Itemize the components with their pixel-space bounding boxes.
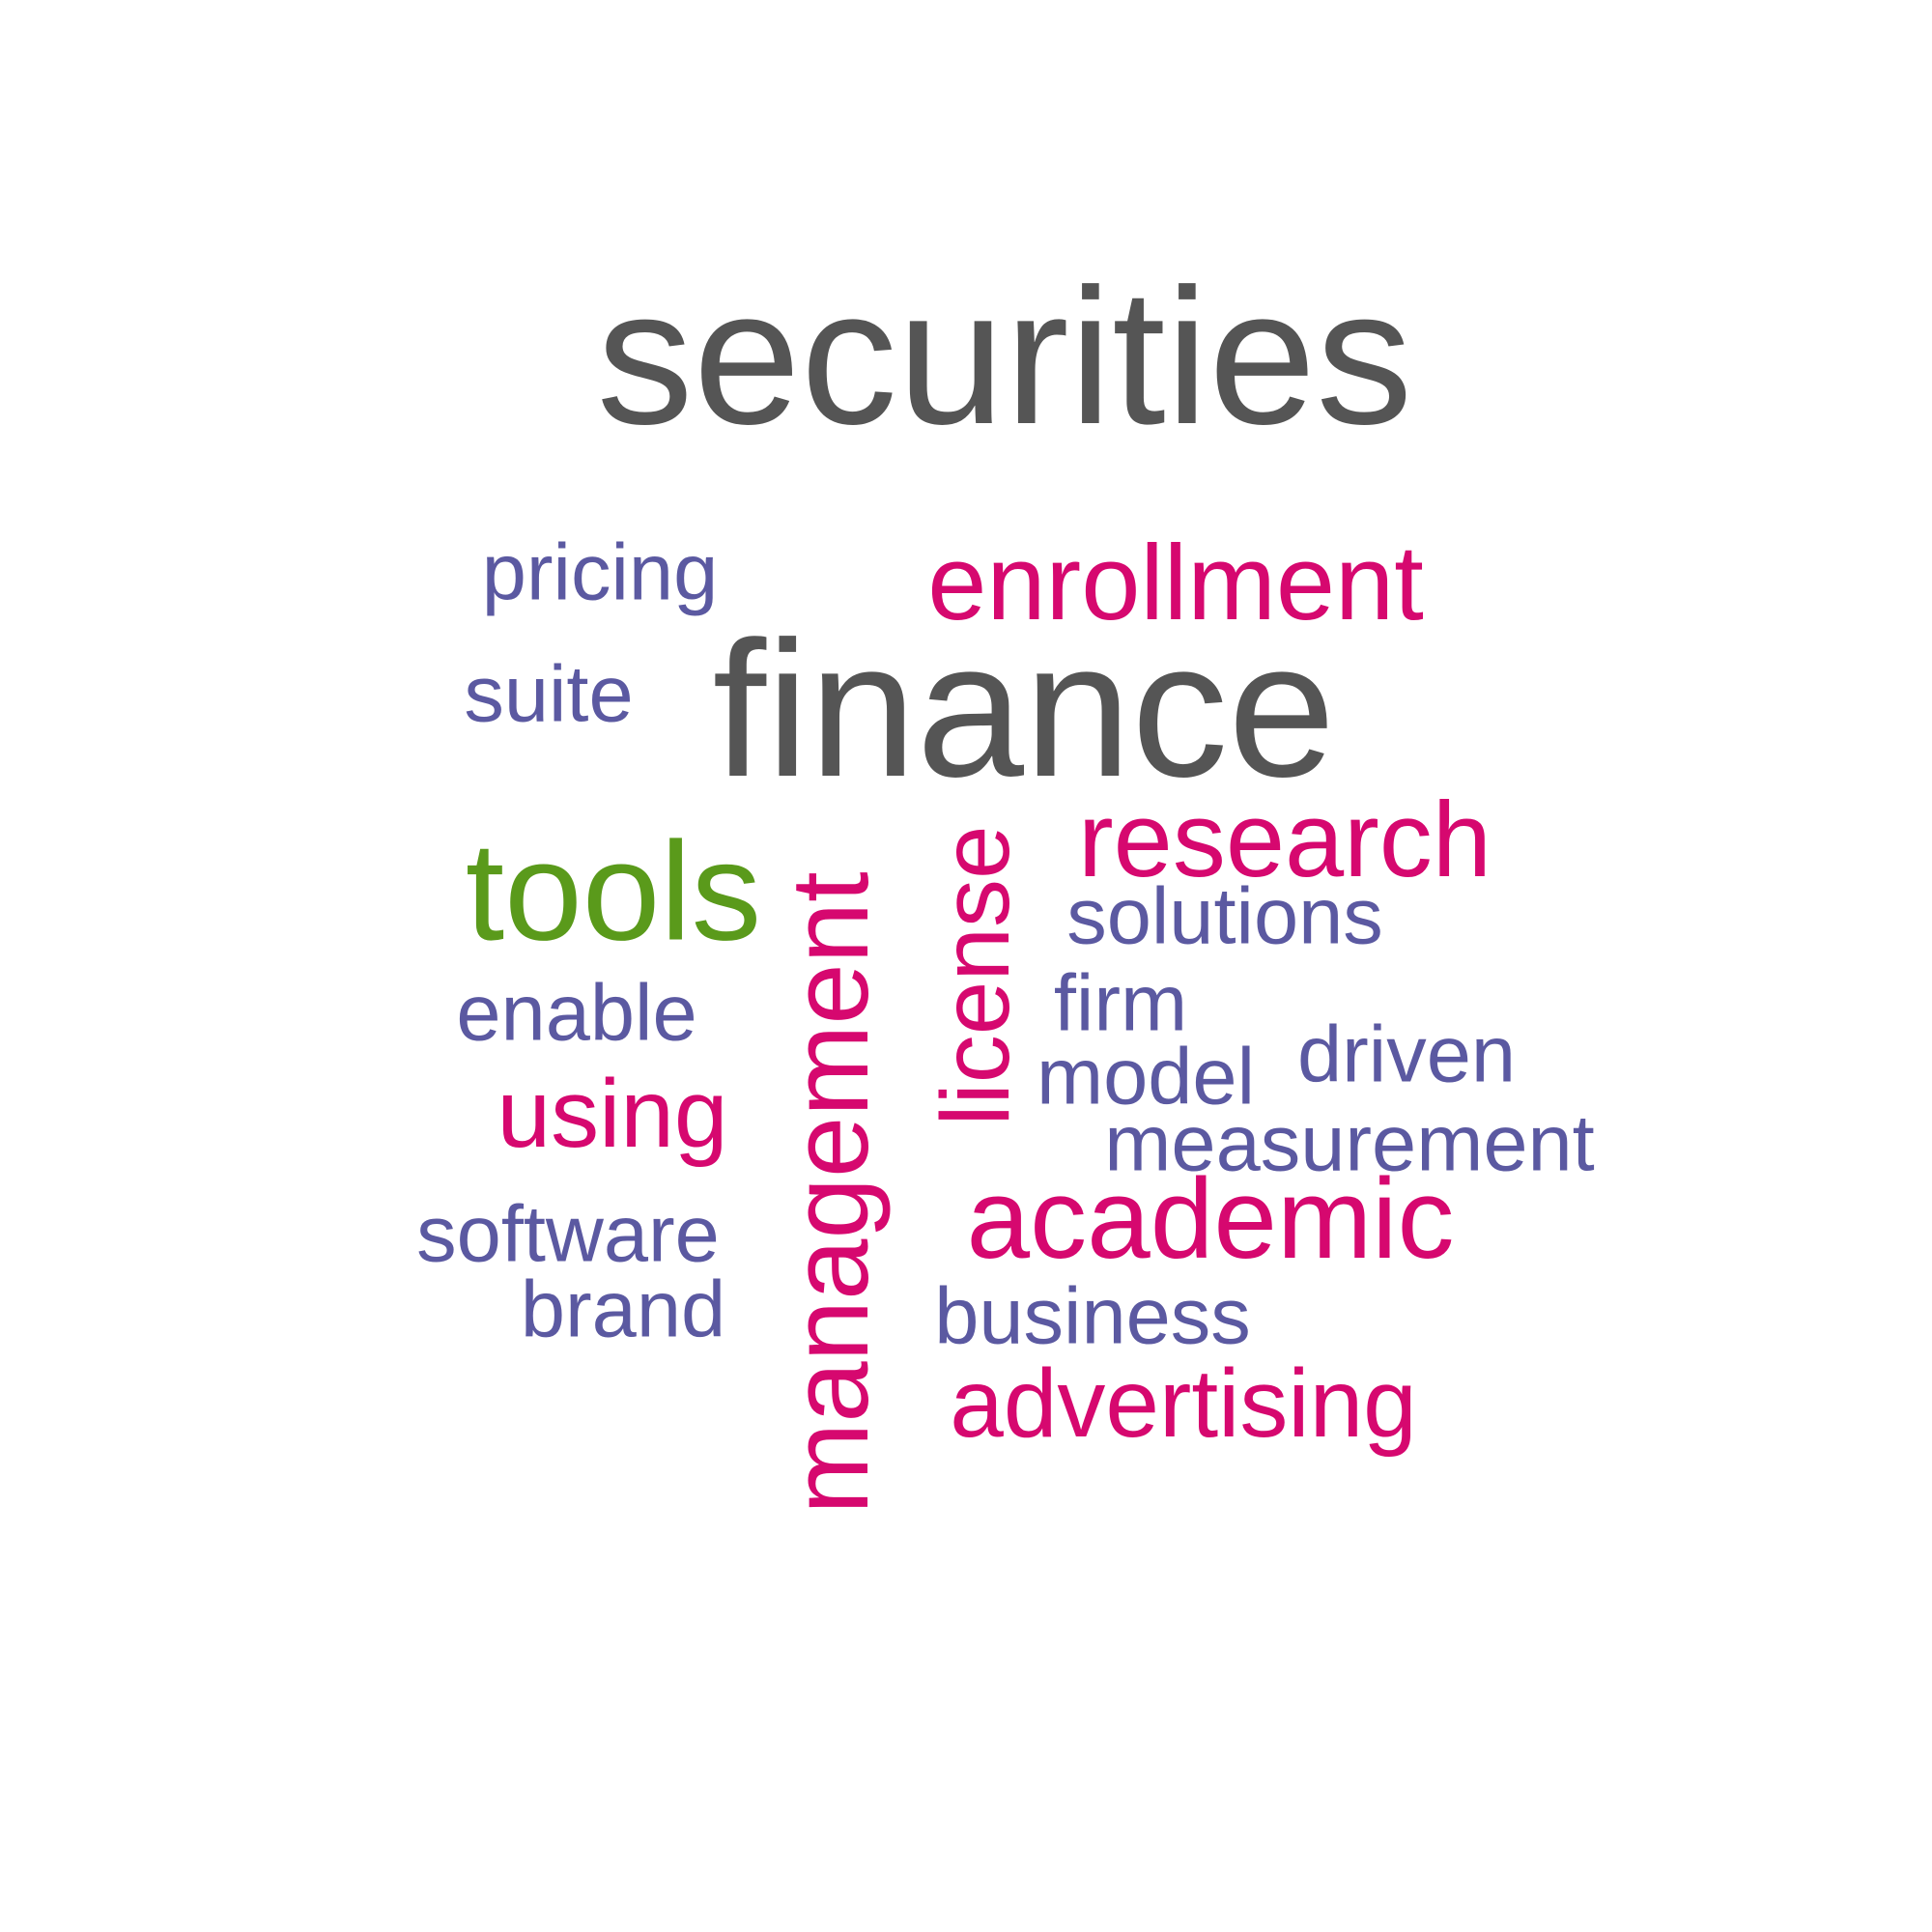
word-research: research — [1078, 781, 1492, 899]
word-securities: securities — [596, 249, 1413, 465]
word-business: business — [934, 1270, 1251, 1361]
word-advertising: advertising — [950, 1350, 1417, 1458]
word-pricing: pricing — [481, 526, 719, 617]
word-tools: tools — [465, 812, 762, 970]
word-measurement: measurement — [1104, 1097, 1595, 1188]
word-academic: academic — [966, 1155, 1455, 1283]
word-solutions: solutions — [1066, 870, 1383, 961]
word-brand: brand — [520, 1264, 726, 1354]
word-management: management — [769, 871, 892, 1515]
word-using: using — [497, 1060, 728, 1168]
word-model: model — [1036, 1031, 1256, 1122]
word-driven: driven — [1296, 1009, 1517, 1099]
word-firm: firm — [1053, 957, 1188, 1048]
word-suite: suite — [464, 648, 634, 739]
word-enrollment: enrollment — [927, 524, 1424, 642]
word-enable: enable — [456, 967, 697, 1058]
word-finance: finance — [712, 602, 1336, 817]
word-software: software — [416, 1188, 720, 1279]
word-license: license — [922, 825, 1030, 1126]
